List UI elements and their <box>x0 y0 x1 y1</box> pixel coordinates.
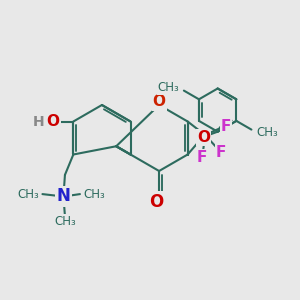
Text: O: O <box>47 114 60 129</box>
Text: F: F <box>221 119 231 134</box>
Text: CH₃: CH₃ <box>83 188 105 201</box>
Text: O: O <box>197 130 210 145</box>
Text: F: F <box>216 145 226 160</box>
Text: H: H <box>33 115 44 128</box>
Text: O: O <box>150 193 164 211</box>
Text: CH₃: CH₃ <box>158 81 179 94</box>
Text: F: F <box>197 150 207 165</box>
Text: O: O <box>153 94 166 110</box>
Text: CH₃: CH₃ <box>18 188 39 201</box>
Text: N: N <box>56 188 70 206</box>
Text: CH₃: CH₃ <box>256 126 278 139</box>
Text: CH₃: CH₃ <box>54 215 76 228</box>
